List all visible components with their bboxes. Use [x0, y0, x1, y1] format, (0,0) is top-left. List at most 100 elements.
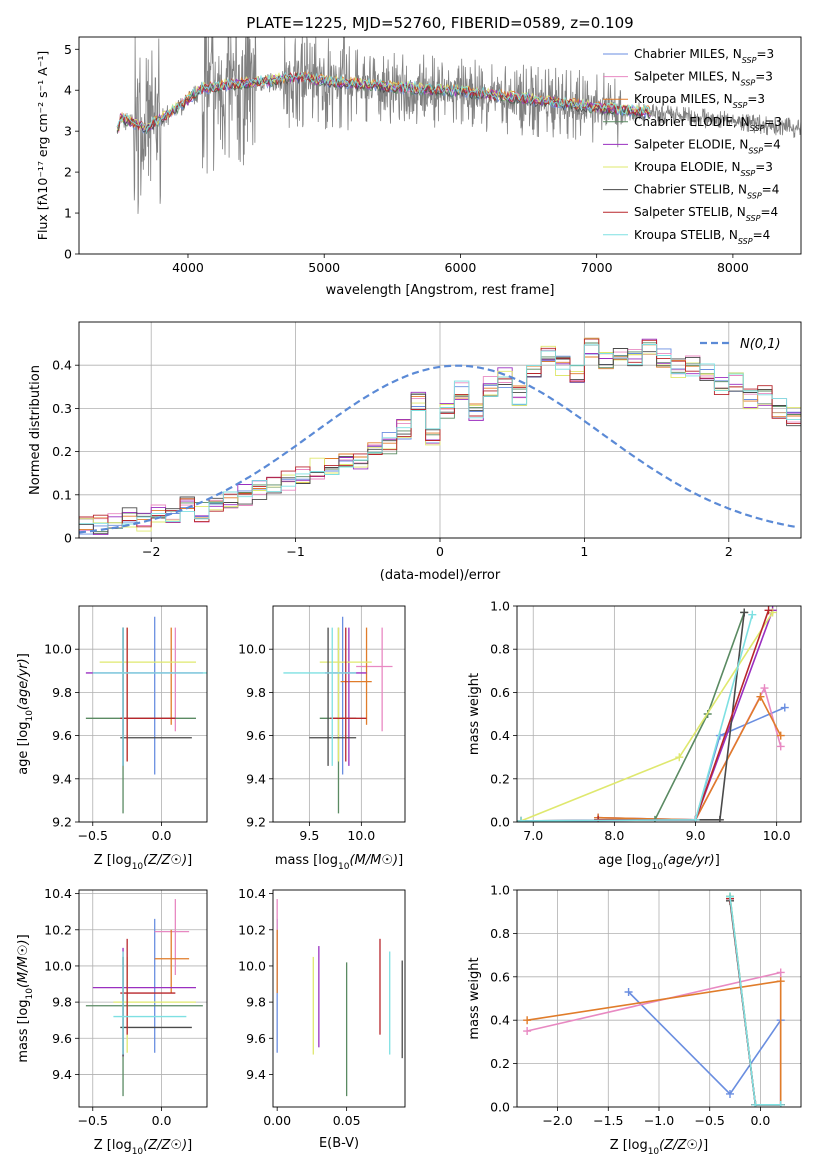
model-line-chabrier-elodie: [116, 73, 651, 134]
x-tick-label: −1: [286, 544, 304, 559]
x-axis-label: (data-model)/error: [380, 568, 501, 583]
x-tick-label: 5000: [308, 260, 340, 275]
residual-histograms: [79, 337, 801, 538]
x-tick-label: −1.5: [593, 1113, 623, 1128]
y-tick-label: 9.6: [246, 728, 266, 743]
spectrum-axes: 4000 5000 6000 7000 8000 0 1 2 3 4 5: [64, 42, 749, 275]
y-tick-label: 10.2: [238, 922, 266, 937]
y-tick-label: 1.0: [490, 599, 510, 614]
age_vs_Z-frame: [78, 605, 208, 823]
age_vs_Z-axes: −0.5 0.0 9.2 9.4 9.6 9.8 10.0: [44, 606, 207, 843]
weight-point-marker: [740, 608, 749, 617]
y-tick-label: 9.8: [52, 995, 72, 1010]
legend-entry: Kroupa MILES, NSSP=3: [634, 92, 765, 110]
weight-point-marker: [776, 968, 785, 977]
legend-entry: Kroupa STELIB, NSSP=4: [634, 228, 770, 246]
y-tick-label: 0.1: [52, 487, 72, 502]
age_vs_mass-points: [283, 616, 393, 814]
y-axis-label: mass weight: [467, 673, 482, 755]
y-tick-label: 3: [64, 124, 72, 139]
x-tick-label: 9.5: [299, 828, 319, 843]
y-tick-label: 9.4: [246, 1067, 266, 1082]
spectrum-legend: Chabrier MILES, NSSP=3 Salpeter MILES, NS…: [603, 47, 782, 245]
y-tick-label: 4: [64, 83, 72, 98]
y-axis-label: Flux [fλ10⁻¹⁷ erg cm⁻² s⁻¹ A⁻¹]: [35, 51, 50, 240]
residual-hist-chabrier-miles: [79, 348, 801, 535]
y-tick-label: 0: [64, 247, 72, 262]
weight-point-marker: [760, 684, 769, 693]
y-tick-label: 0.4: [490, 728, 510, 743]
weight-point-marker: [523, 1027, 532, 1036]
weight-point-marker: [764, 606, 773, 615]
x-tick-label: 0.0: [152, 828, 172, 843]
weight-point-marker: [756, 692, 765, 701]
y-tick-label: 0.4: [52, 358, 72, 373]
legend-entry: Salpeter MILES, NSSP=3: [634, 70, 773, 88]
observed-spectrum: [116, 37, 801, 214]
weight-line: [628, 991, 782, 1105]
age_vs_mass-axes: 9.5 10.0 9.2 9.4 9.6 9.8 10.0: [238, 606, 405, 843]
y-tick-label: 9.4: [246, 771, 266, 786]
weight-point-marker: [751, 1100, 760, 1107]
y-tick-label: 0.3: [52, 401, 72, 416]
y-axis-label: mass [log10(M/M☉)]: [16, 934, 35, 1062]
legend-entry: Kroupa ELODIE, NSSP=3: [634, 160, 773, 178]
mass_vs_Z-frame: [78, 889, 208, 1108]
mass_vs_ebv-frame: [272, 889, 406, 1108]
weight-line: [521, 610, 774, 822]
y-tick-label: 0.8: [490, 926, 510, 941]
residual-hist-kroupa-elodie: [79, 337, 801, 532]
y-tick-label: 9.6: [246, 1031, 266, 1046]
y-tick-label: 9.2: [52, 815, 72, 830]
y-tick-label: 10.0: [44, 958, 72, 973]
residuals-frame: [78, 321, 802, 539]
y-tick-label: 5: [64, 42, 72, 57]
spectrum-frame: [78, 36, 802, 255]
weight-line: [521, 614, 754, 822]
residual-hist-kroupa-stelib: [79, 344, 801, 532]
x-axis-label: Z [log10(Z/Z☉)]: [94, 853, 192, 872]
y-tick-label: 0.6: [490, 969, 510, 984]
spectrum-lines: [116, 37, 801, 214]
weight-line: [526, 971, 782, 1105]
y-tick-label: 9.2: [246, 815, 266, 830]
weight-line: [520, 612, 774, 822]
x-axis-label: wavelength [Angstrom, rest frame]: [326, 283, 555, 298]
mass_vs_Z-axes: −0.5 0.0 9.4 9.6 9.8 10.0 10.2 10.4: [44, 886, 207, 1128]
weight-point-marker: [776, 742, 785, 751]
x-axis-label: Z [log10(Z/Z☉)]: [610, 1138, 708, 1157]
weight-line: [729, 896, 781, 1106]
weight-point-marker: [523, 1016, 532, 1025]
x-axis-label: Z [log10(Z/Z☉)]: [94, 1138, 192, 1157]
residual-hist-salpeter-stelib: [79, 338, 801, 538]
residual-hist-chabrier-elodie: [79, 342, 801, 533]
age_vs_Z-points: [85, 616, 207, 814]
y-tick-label: 0.0: [490, 815, 510, 830]
residual-hist-kroupa-miles: [79, 344, 801, 531]
weight_vs_Z-axes: −2.0 −1.5 −1.0 −0.5 0.0 0.0 0.2 0.4 0.6 0.8 1.0: [490, 883, 801, 1128]
mass_vs_ebv-axes: 0.00 0.05 9.4 9.6 9.8 10.0 10.2 10.4: [238, 886, 360, 1128]
legend-entry: N(0,1): [740, 337, 781, 352]
weight-line: [729, 896, 781, 1106]
x-axis-label: E(B-V): [319, 1136, 359, 1151]
weight-point-marker: [715, 815, 724, 822]
y-tick-label: 1.0: [490, 883, 510, 898]
weight-point-marker: [776, 1100, 785, 1107]
weight_vs_Z-lines: [523, 892, 785, 1107]
y-tick-label: 9.8: [246, 685, 266, 700]
weight-point-marker: [726, 1089, 734, 1098]
x-tick-label: 6000: [445, 260, 477, 275]
x-tick-label: 1: [580, 544, 588, 559]
y-tick-label: 9.8: [52, 685, 72, 700]
x-tick-label: 2: [725, 544, 733, 559]
model-line-kroupa-stelib: [116, 71, 651, 134]
weight_vs_age-lines: [517, 606, 789, 822]
x-axis-label: mass [log10(M/M☉)]: [275, 853, 403, 872]
x-tick-label: 10.0: [347, 828, 375, 843]
x-tick-label: −0.5: [695, 1113, 725, 1128]
x-tick-label: 0.0: [750, 1113, 770, 1128]
y-tick-label: 9.6: [52, 1031, 72, 1046]
age_vs_mass-frame: [272, 605, 406, 823]
legend-entry: Salpeter STELIB, NSSP=4: [634, 205, 778, 223]
